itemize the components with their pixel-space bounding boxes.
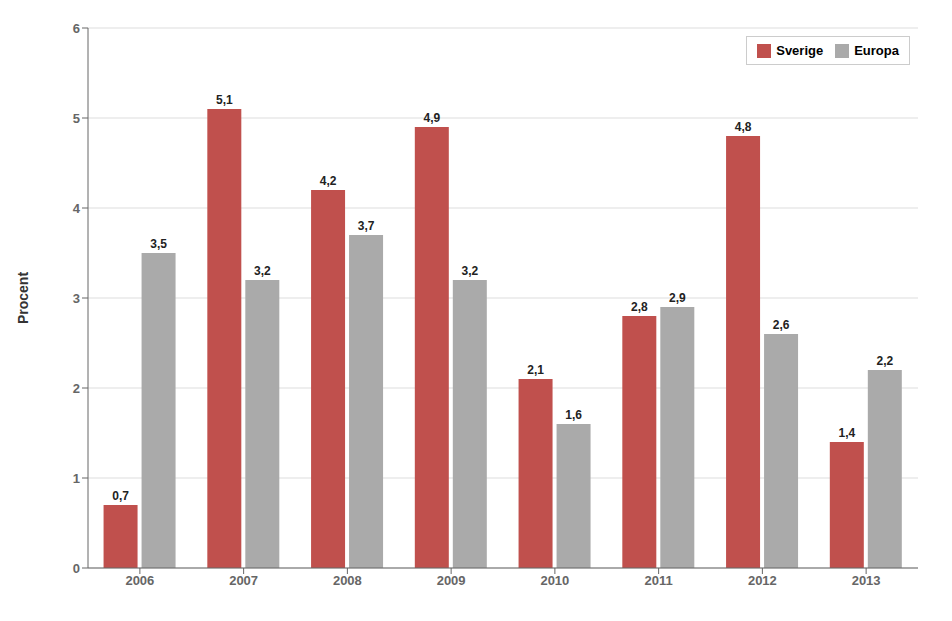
svg-text:4: 4 bbox=[73, 201, 81, 216]
html-text:Europa: Europa bbox=[854, 43, 899, 58]
svg-text:2012: 2012 bbox=[748, 573, 777, 588]
svg-text:0: 0 bbox=[73, 561, 80, 576]
svg-text:2008: 2008 bbox=[333, 573, 362, 588]
svg-text:4,2: 4,2 bbox=[320, 174, 337, 188]
svg-text:3,2: 3,2 bbox=[254, 264, 271, 278]
svg-text:2,8: 2,8 bbox=[631, 300, 648, 314]
svg-text:2006: 2006 bbox=[125, 573, 154, 588]
svg-text:4,9: 4,9 bbox=[423, 111, 440, 125]
svg-text:2,2: 2,2 bbox=[876, 354, 893, 368]
svg-text:0,7: 0,7 bbox=[112, 489, 129, 503]
svg-text:3,7: 3,7 bbox=[358, 219, 375, 233]
svg-text:Procent: Procent bbox=[15, 272, 31, 324]
svg-text:5: 5 bbox=[73, 111, 80, 126]
svg-text:2,6: 2,6 bbox=[773, 318, 790, 332]
svg-text:1: 1 bbox=[73, 471, 80, 486]
svg-text:4,8: 4,8 bbox=[735, 120, 752, 134]
svg-text:1,6: 1,6 bbox=[565, 408, 582, 422]
svg-text:2011: 2011 bbox=[645, 573, 673, 588]
svg-text:1,4: 1,4 bbox=[838, 426, 855, 440]
svg-text:2: 2 bbox=[73, 381, 80, 396]
svg-text:2,1: 2,1 bbox=[527, 363, 544, 377]
svg-text:2009: 2009 bbox=[437, 573, 466, 588]
svg-text:3,2: 3,2 bbox=[461, 264, 478, 278]
svg-text:3,5: 3,5 bbox=[150, 237, 167, 251]
html-text:Sverige: Sverige bbox=[776, 43, 824, 58]
svg-text:6: 6 bbox=[73, 21, 80, 36]
svg-text:3: 3 bbox=[73, 291, 80, 306]
svg-text:2010: 2010 bbox=[540, 573, 569, 588]
svg-text:2,9: 2,9 bbox=[669, 291, 686, 305]
svg-text:2007: 2007 bbox=[229, 573, 258, 588]
svg-text:2013: 2013 bbox=[852, 573, 881, 588]
svg-text:5,1: 5,1 bbox=[216, 93, 233, 107]
